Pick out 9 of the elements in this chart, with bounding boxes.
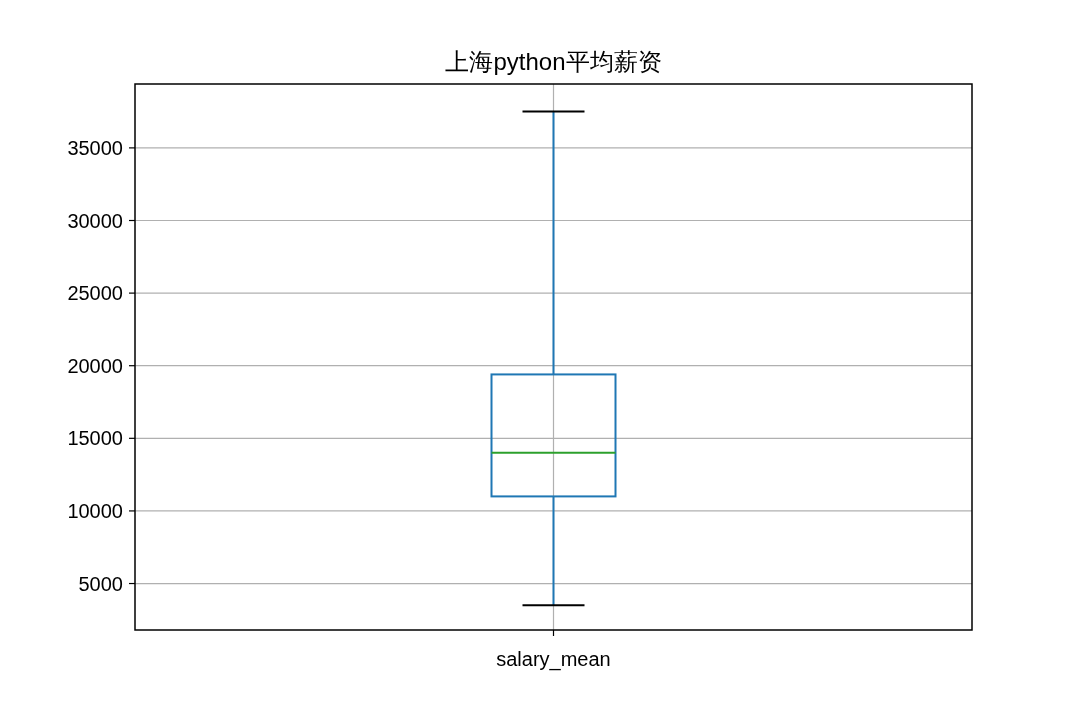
y-tick-label: 15000 xyxy=(67,427,123,450)
y-tick-label: 25000 xyxy=(67,282,123,305)
y-tick-label: 35000 xyxy=(67,136,123,159)
y-tick-label: 5000 xyxy=(78,572,123,595)
chart-title: 上海python平均薪资 xyxy=(445,48,662,75)
x-tick-label: salary_mean xyxy=(496,648,611,671)
y-tick-label: 20000 xyxy=(67,354,123,377)
y-tick-label: 10000 xyxy=(67,499,123,522)
y-tick-label: 30000 xyxy=(67,209,123,232)
